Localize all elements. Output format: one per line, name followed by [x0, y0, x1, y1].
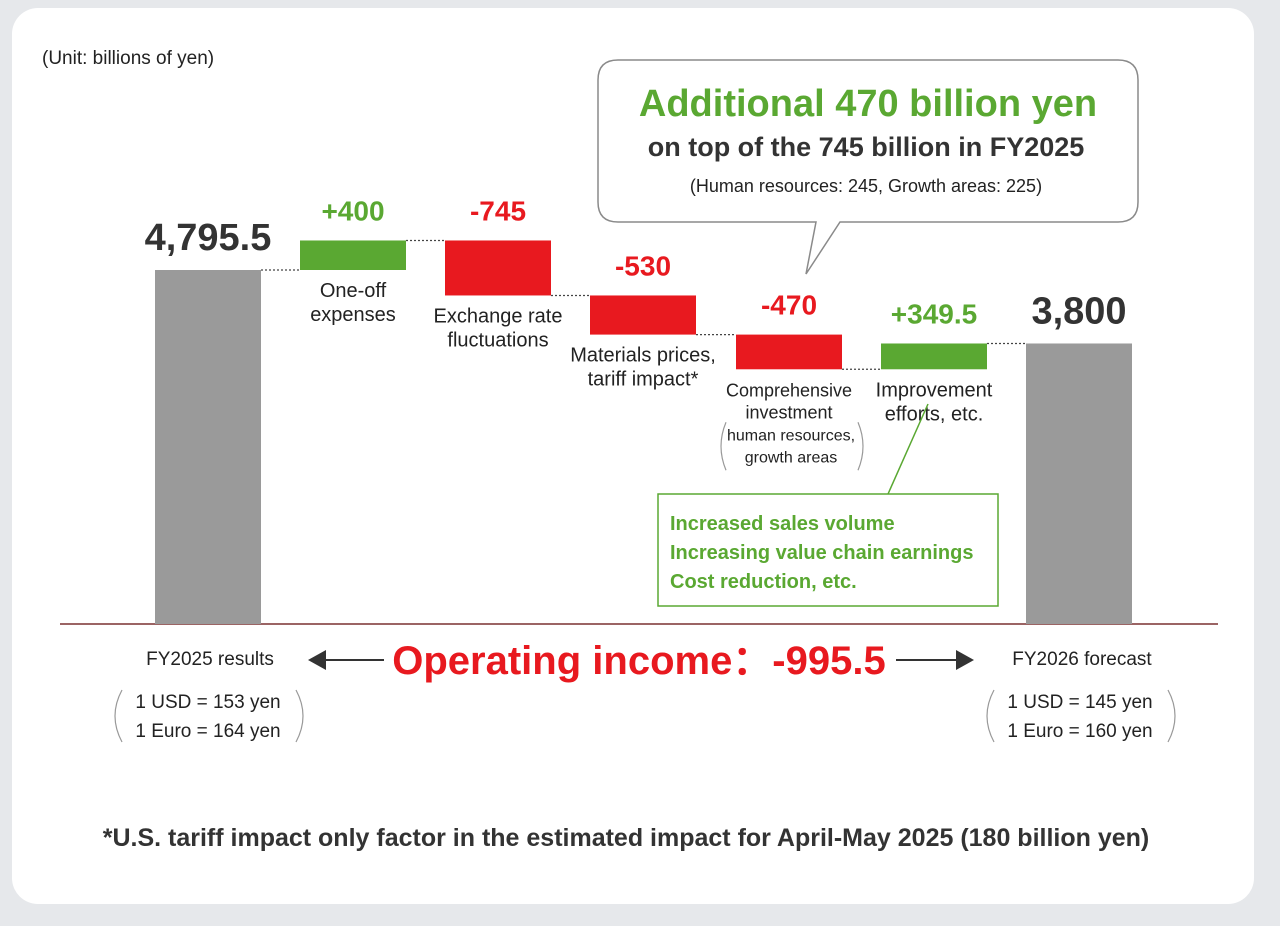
- note-line: Increasing value chain earnings: [670, 542, 973, 564]
- category-label: efforts, etc.: [885, 403, 984, 425]
- unit-note: (Unit: billions of yen): [42, 48, 214, 69]
- bar-step: [300, 240, 406, 270]
- category-sublabel: human resources,: [727, 427, 855, 444]
- fx-left-paren: [986, 689, 995, 743]
- value-label-step: -530: [615, 250, 671, 281]
- note-line: Cost reduction, etc.: [670, 571, 857, 593]
- value-label-step: +349.5: [891, 298, 977, 329]
- bar-step: [590, 295, 696, 335]
- callout-detail: (Human resources: 245, Growth areas: 225…: [690, 176, 1042, 196]
- value-label-step: -745: [470, 195, 526, 226]
- arrow-right-head-icon: [956, 650, 974, 670]
- fx-left-paren: [114, 689, 123, 743]
- bar-start: [155, 270, 261, 624]
- category-sublabel: growth areas: [745, 449, 838, 466]
- fy2025-label: FY2025 results: [146, 649, 274, 670]
- footnote: *U.S. tariff impact only factor in the e…: [103, 824, 1150, 852]
- note-line: Increased sales volume: [670, 513, 895, 535]
- value-label-start: 4,795.5: [145, 217, 272, 259]
- bar-step: [881, 343, 987, 370]
- arrow-left-head-icon: [308, 650, 326, 670]
- category-label: Comprehensive: [726, 380, 852, 400]
- sublabel-right-paren: [857, 422, 864, 471]
- note-box: [657, 493, 999, 607]
- fx-right-paren: [1167, 689, 1176, 743]
- category-label: expenses: [310, 304, 396, 326]
- fx-fy2026-usd: 1 USD = 145 yen: [1007, 692, 1152, 713]
- callout-bubble: [597, 59, 1139, 275]
- fx-fy2026-euro: 1 Euro = 160 yen: [1007, 721, 1152, 742]
- category-label: fluctuations: [447, 329, 548, 351]
- note-lines: Increased sales volume Increasing value c…: [670, 513, 973, 593]
- note-pointer: [887, 403, 929, 495]
- category-label: One-off: [320, 280, 387, 302]
- category-label: tariff impact*: [588, 369, 699, 391]
- bar-step: [445, 240, 551, 296]
- value-label-step: -470: [761, 290, 817, 321]
- callout-headline: Additional 470 billion yen: [639, 83, 1097, 125]
- sublabel-left-paren: [720, 422, 727, 471]
- category-label: investment: [745, 402, 832, 422]
- callout-subline: on top of the 745 billion in FY2025: [648, 132, 1085, 162]
- bar-end: [1026, 343, 1132, 624]
- bar-step: [736, 334, 842, 370]
- fx-right-paren: [295, 689, 304, 743]
- fx-fy2025-euro: 1 Euro = 164 yen: [135, 721, 280, 742]
- operating-income-label: Operating income：-995.5: [392, 639, 885, 683]
- fy2026-label: FY2026 forecast: [1012, 649, 1152, 670]
- category-label: Exchange rate: [434, 305, 563, 327]
- category-label: Materials prices,: [570, 345, 716, 367]
- fx-fy2025-usd: 1 USD = 153 yen: [135, 692, 280, 713]
- value-label-step: +400: [321, 195, 384, 226]
- value-label-end: 3,800: [1031, 290, 1126, 332]
- category-label: Improvement: [876, 379, 993, 401]
